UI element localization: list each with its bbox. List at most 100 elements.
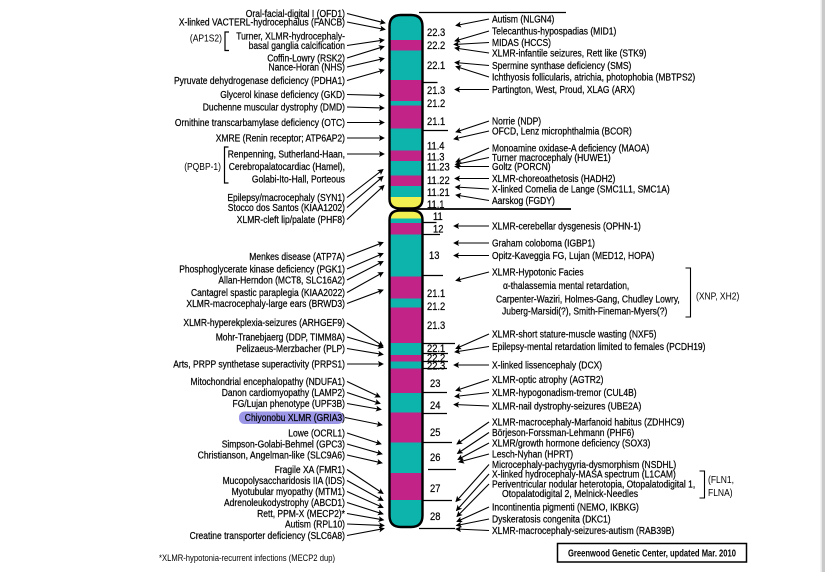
svg-text:Coffin-Lowry (RSK2): Coffin-Lowry (RSK2) (267, 54, 345, 65)
svg-text:Mitochondrial encephalopathy (: Mitochondrial encephalopathy (NDUFA1) (191, 377, 346, 388)
svg-text:Pyruvate dehydrogenase deficie: Pyruvate dehydrogenase deficiency (PDHA1… (174, 76, 345, 87)
svg-text:XLMR-macrocephaly-Marfanoid ha: XLMR-macrocephaly-Marfanoid habitus (ZDH… (492, 418, 684, 429)
svg-text:MIDAS (HCCS): MIDAS (HCCS) (492, 38, 551, 49)
svg-text:Duchenne muscular dystrophy (D: Duchenne muscular dystrophy (DMD) (203, 103, 345, 114)
svg-text:Arts, PRPP synthetase superact: Arts, PRPP synthetase superactivity (PRP… (173, 360, 345, 371)
svg-text:Turner, XLMR-hydrocephaly-: Turner, XLMR-hydrocephaly- (236, 32, 345, 43)
svg-text:25: 25 (430, 427, 440, 439)
svg-text:Lesch-Nyhan (HPRT): Lesch-Nyhan (HPRT) (492, 450, 573, 461)
svg-text:Cerebropalatocardiac (Hamel),: Cerebropalatocardiac (Hamel), (229, 162, 345, 173)
svg-text:21.3: 21.3 (427, 320, 445, 332)
svg-text:XLMR-Hypotonic Facies: XLMR-Hypotonic Facies (492, 268, 584, 279)
svg-text:Aarskog (FGDY): Aarskog (FGDY) (492, 196, 555, 207)
svg-text:XLMR-hypogonadism-tremor (CUL4: XLMR-hypogonadism-tremor (CUL4B) (492, 388, 637, 399)
svg-text:Pelizaeus-Merzbacher (PLP): Pelizaeus-Merzbacher (PLP) (236, 344, 345, 355)
svg-text:OFCD, Lenz microphthalmia (BCO: OFCD, Lenz microphthalmia (BCOR) (492, 127, 632, 138)
svg-text:(PQBP-1): (PQBP-1) (184, 162, 221, 173)
svg-text:α-thalassemia mental retardati: α-thalassemia mental retardation, (503, 281, 629, 292)
svg-text:XLMR-infantile seizures, Rett: XLMR-infantile seizures, Rett like (STK9… (492, 49, 647, 60)
svg-text:12: 12 (433, 224, 443, 236)
svg-text:Opitz-Kaveggia FG, Lujan (MED1: Opitz-Kaveggia FG, Lujan (MED12, HOPA) (492, 251, 654, 262)
svg-text:XLMR-nail dystrophy-seizures (: XLMR-nail dystrophy-seizures (UBE2A) (492, 402, 641, 413)
svg-text:Menkes disease (ATP7A): Menkes disease (ATP7A) (249, 252, 345, 263)
svg-text:XLMR-macrocephaly-large ears (: XLMR-macrocephaly-large ears (BRWD3) (186, 299, 345, 310)
svg-text:Juberg-Marsidi(?), Smith-Finem: Juberg-Marsidi(?), Smith-Fineman-Myers(?… (502, 307, 667, 318)
svg-text:Mucopolysaccharidosis IIA (IDS: Mucopolysaccharidosis IIA (IDS) (223, 476, 345, 487)
svg-text:XLMR-short stature-muscle wast: XLMR-short stature-muscle wasting (NXF5) (492, 330, 656, 341)
svg-text:11.4: 11.4 (427, 141, 445, 153)
svg-text:Myotubular myopathy (MTM1): Myotubular myopathy (MTM1) (232, 487, 345, 498)
svg-text:11.1: 11.1 (427, 199, 445, 211)
svg-text:X-linked Cornelia de Lange (SM: X-linked Cornelia de Lange (SMC1L1, SMC1… (492, 185, 670, 196)
svg-text:Incontinentia pigmenti (NEMO,: Incontinentia pigmenti (NEMO, IKBKG) (492, 503, 639, 514)
svg-text:27: 27 (430, 483, 440, 495)
svg-text:22.1: 22.1 (427, 60, 445, 72)
svg-text:Ichthyosis follicularis, atric: Ichthyosis follicularis, atrichia, photo… (492, 73, 695, 84)
svg-text:11: 11 (433, 211, 443, 223)
svg-text:Monoamine oxidase-A deficiency: Monoamine oxidase-A deficiency (MAOA) (492, 144, 649, 155)
svg-text:Dyskeratosis congenita (DKC1): Dyskeratosis congenita (DKC1) (492, 515, 611, 526)
svg-text:26: 26 (430, 452, 440, 464)
svg-text:Norrie (NDP): Norrie (NDP) (492, 117, 541, 128)
svg-text:Börjeson-Forssman-Lehmann (PHF: Börjeson-Forssman-Lehmann (PHF6) (492, 428, 634, 439)
svg-text:Carpenter-Waziri, Holmes-Gang,: Carpenter-Waziri, Holmes-Gang, Chudley L… (496, 295, 680, 306)
svg-text:Periventricular nodular hetero: Periventricular nodular heterotopia, Oto… (492, 480, 695, 491)
svg-text:Danon cardiomyopathy (LAMP2): Danon cardiomyopathy (LAMP2) (222, 388, 345, 399)
svg-text:Autism (NLGN4): Autism (NLGN4) (492, 15, 554, 26)
svg-text:11.21: 11.21 (427, 187, 450, 199)
svg-text:(AP1S2): (AP1S2) (190, 34, 222, 45)
svg-text:22.2: 22.2 (427, 40, 445, 52)
svg-text:Cantagrel spastic paraplegia (: Cantagrel spastic paraplegia (KIAA2022) (191, 288, 345, 299)
svg-text:Mohr-Tranebjaerg (DDP, TIMM8A): Mohr-Tranebjaerg (DDP, TIMM8A) (216, 333, 345, 344)
svg-text:X-linked VACTERL-hydrocephalus: X-linked VACTERL-hydrocephalus (FANCB) (179, 18, 345, 29)
svg-text:Renpenning, Sutherland-Haan,: Renpenning, Sutherland-Haan, (228, 150, 345, 161)
svg-text:Allan-Herndon (MCT8, SLC16A2): Allan-Herndon (MCT8, SLC16A2) (218, 276, 345, 287)
svg-text:Otopalatodigital 2, Melnick-N: Otopalatodigital 2, Melnick-Needles (502, 489, 638, 500)
svg-text:Creatine transporter deficienc: Creatine transporter deficiency (SLC6A8) (190, 531, 345, 542)
svg-text:22.3: 22.3 (427, 27, 445, 39)
svg-text:basal ganglia calcification: basal ganglia calcification (249, 41, 345, 52)
svg-text:Phosphoglycerate kinase defici: Phosphoglycerate kinase deficiency (PGK1… (179, 265, 345, 276)
svg-text:11.3: 11.3 (427, 152, 445, 164)
svg-text:Chiyonobu XLMR (GRIA3): Chiyonobu XLMR (GRIA3) (245, 413, 345, 424)
svg-text:21.1: 21.1 (427, 116, 445, 128)
svg-text:Telecanthus-hypospadias (MID1): Telecanthus-hypospadias (MID1) (492, 27, 616, 38)
svg-text:Christianson, Angelman-like (: Christianson, Angelman-like (SLC9A6) (198, 451, 345, 462)
svg-text:XLMR-cerebellar dysgenesis (OP: XLMR-cerebellar dysgenesis (OPHN-1) (492, 222, 641, 233)
svg-text:*XLMR-hypotonia-recurrent infe: *XLMR-hypotonia-recurrent infections (ME… (159, 553, 335, 564)
svg-text:XMRE (Renin receptor; ATP6AP2): XMRE (Renin receptor; ATP6AP2) (216, 134, 345, 145)
svg-text:13: 13 (429, 250, 439, 262)
svg-text:(XNP, XH2): (XNP, XH2) (696, 292, 739, 303)
svg-text:Goltz (PORCN): Goltz (PORCN) (492, 162, 551, 173)
svg-text:Epilepsy-mental retardation li: Epilepsy-mental retardation limited to f… (492, 342, 706, 353)
svg-text:21.2: 21.2 (427, 301, 445, 313)
svg-text:Fragile XA (FMR1): Fragile XA (FMR1) (275, 465, 345, 476)
svg-text:Nance-Horan (NHS): Nance-Horan (NHS) (269, 63, 346, 74)
svg-text:XLMR/growth hormone deficiency: XLMR/growth hormone deficiency (SOX3) (492, 439, 650, 450)
svg-text:22.3: 22.3 (427, 361, 445, 373)
svg-text:FLNA): FLNA) (708, 488, 733, 499)
svg-text:XLMR-macrocephaly-seizures-aut: XLMR-macrocephaly-seizures-autism (RAB39… (492, 526, 674, 537)
svg-text:21.3: 21.3 (427, 85, 445, 97)
svg-text:Spermine synthase deficiency (: Spermine synthase deficiency (SMS) (492, 61, 631, 72)
svg-text:Microcephaly-pachygyria-dysmor: Microcephaly-pachygyria-dysmorphism (NSD… (492, 460, 676, 471)
svg-text:Partington, West, Proud, XLAG: Partington, West, Proud, XLAG (ARX) (492, 85, 635, 96)
svg-text:Ornithine transcarbamylase def: Ornithine transcarbamylase deficiency (O… (175, 118, 345, 129)
svg-text:Autism (RPL10): Autism (RPL10) (285, 520, 345, 531)
svg-text:21.2: 21.2 (427, 98, 445, 110)
svg-text:XLMR-hyperekplexia-seizures (A: XLMR-hyperekplexia-seizures (ARHGEF9) (183, 318, 345, 329)
svg-text:22.2: 22.2 (427, 353, 445, 365)
svg-text:XLMR-choreoathetosis (HADH2): XLMR-choreoathetosis (HADH2) (492, 174, 615, 185)
svg-text:Golabi-Ito-Hall, Porteous: Golabi-Ito-Hall, Porteous (252, 175, 345, 186)
svg-text:24: 24 (430, 400, 440, 412)
svg-text:Graham coloboma (IGBP1): Graham coloboma (IGBP1) (492, 239, 595, 250)
svg-text:11.23: 11.23 (427, 162, 450, 174)
svg-text:XLMR-optic atrophy (AGTR2): XLMR-optic atrophy (AGTR2) (492, 375, 604, 386)
svg-text:X-linked lissencephaly (DCX): X-linked lissencephaly (DCX) (492, 361, 602, 372)
svg-text:23: 23 (430, 378, 440, 390)
svg-text:Lowe (OCRL1): Lowe (OCRL1) (288, 429, 345, 440)
svg-text:Stocco dos Santos (KIAA1202): Stocco dos Santos (KIAA1202) (228, 203, 345, 214)
svg-text:11.22: 11.22 (427, 175, 450, 187)
svg-text:Rett, PPM-X (MECP2)*: Rett, PPM-X (MECP2)* (257, 509, 345, 520)
svg-text:28: 28 (430, 511, 440, 523)
